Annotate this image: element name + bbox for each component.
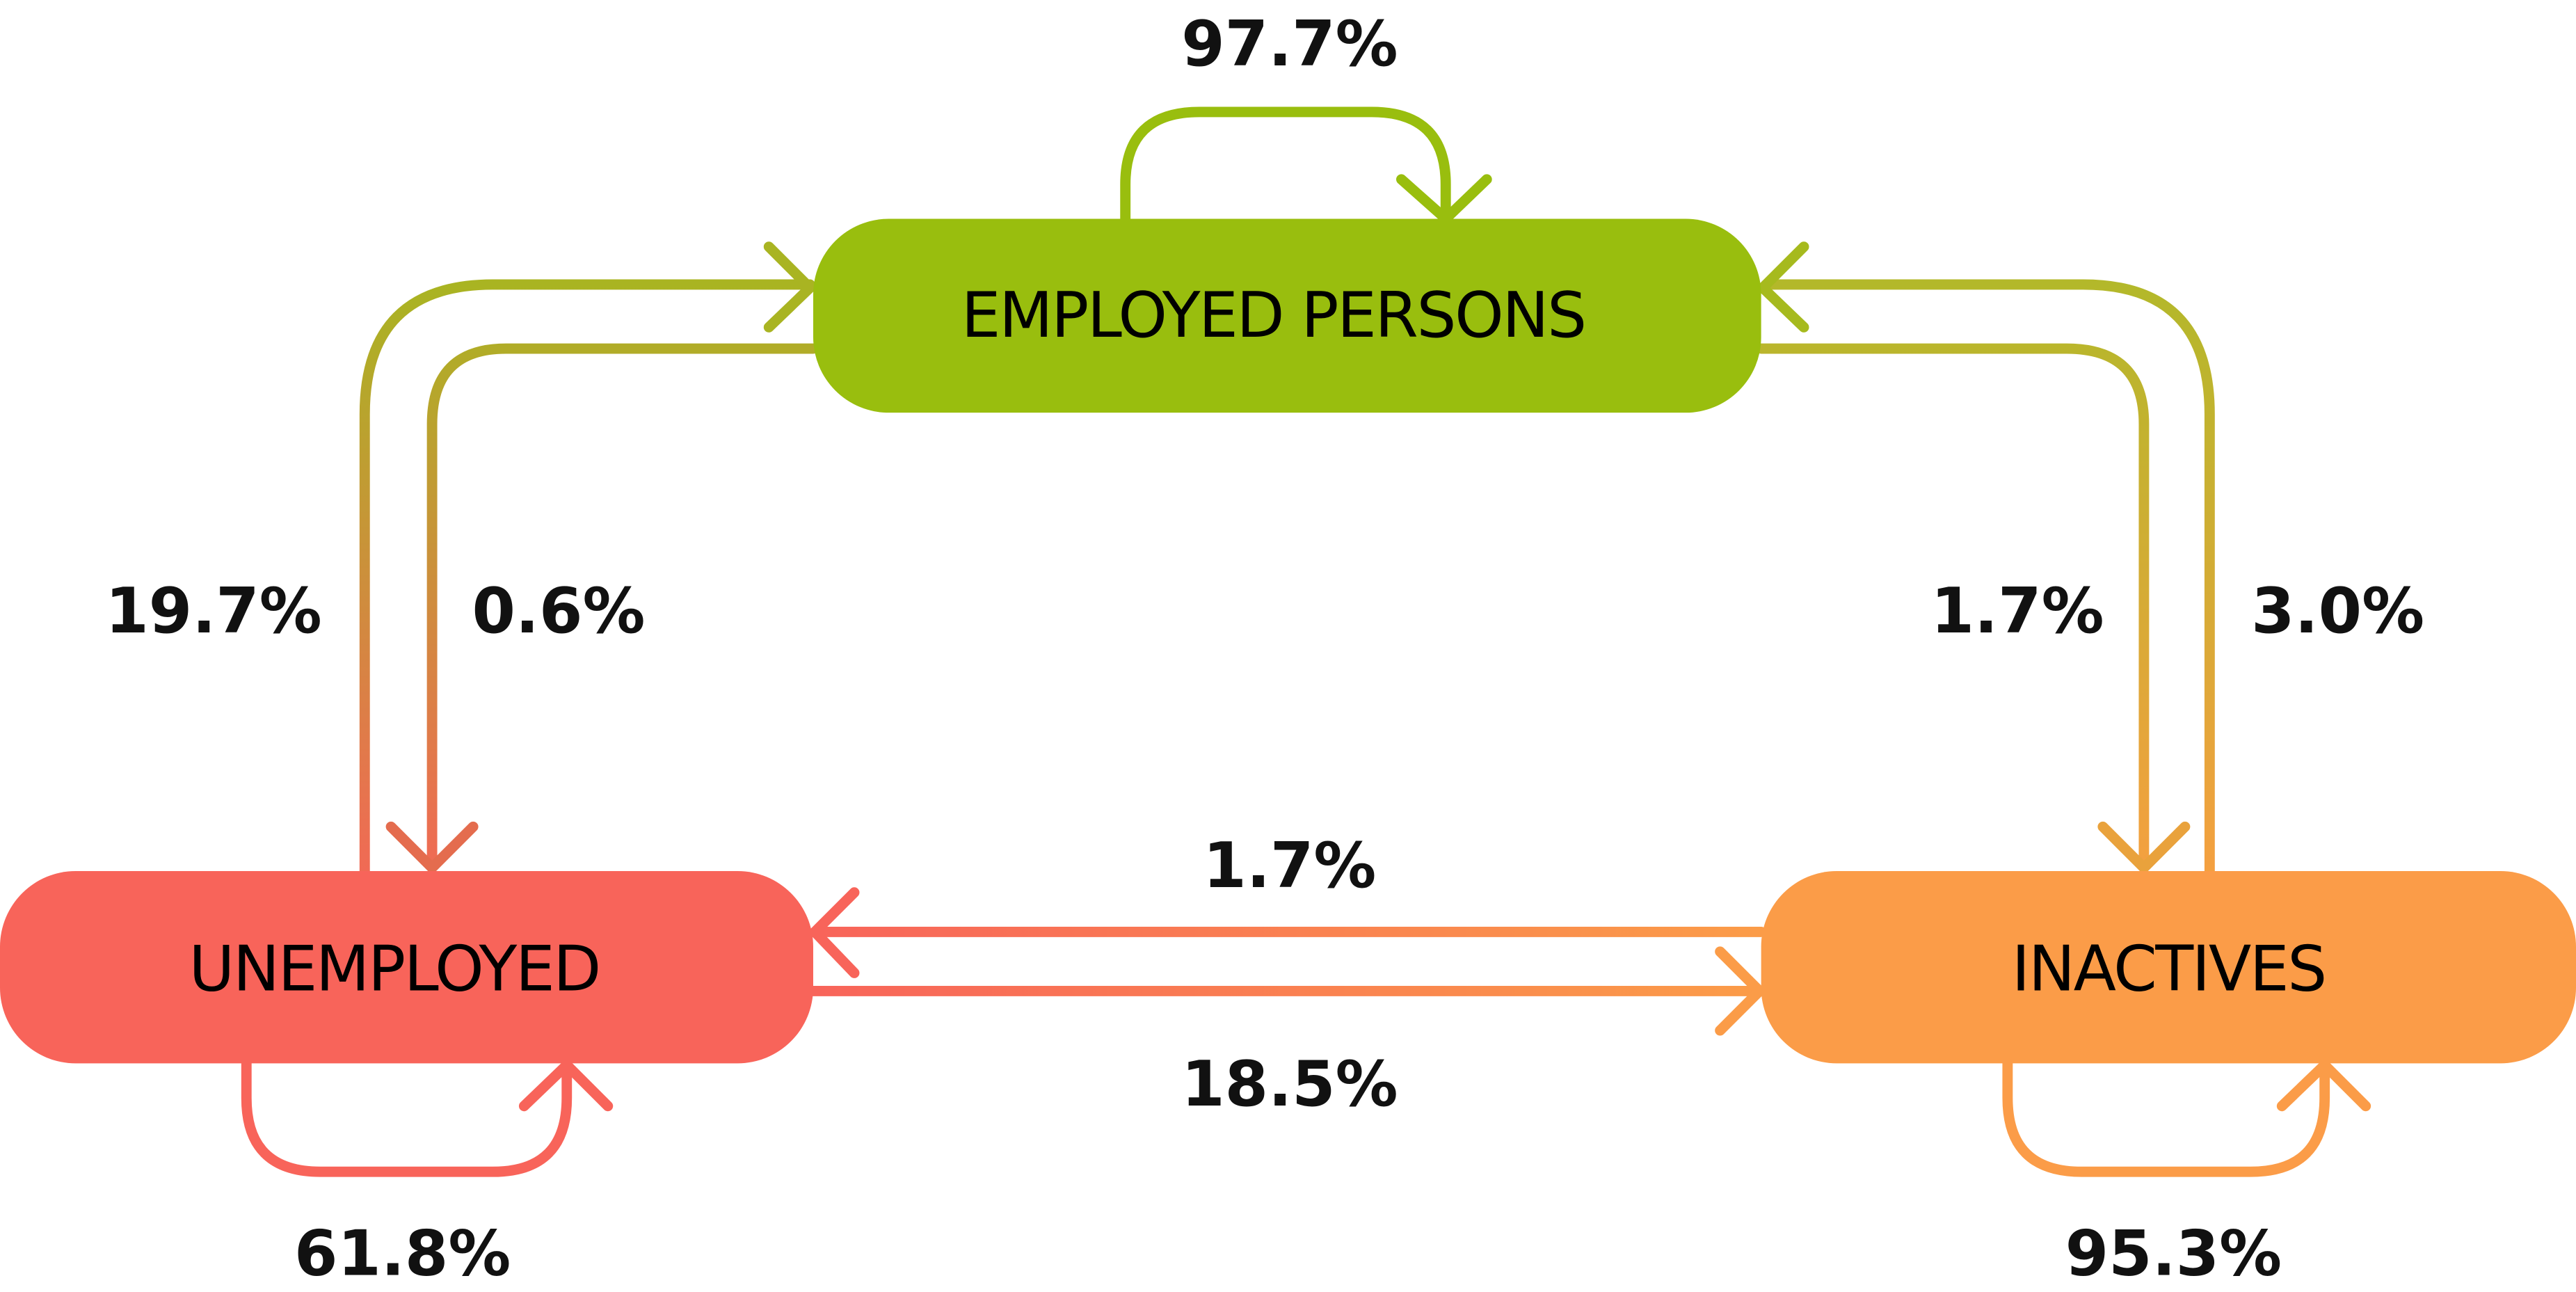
flow-unemployed-to-inactives	[808, 946, 1765, 1036]
arrowhead-icon	[2276, 1060, 2371, 1112]
flow-employed-to-unemployed	[385, 343, 819, 873]
arrowhead-icon	[518, 1060, 614, 1112]
label-employed-to-unemployed: 0.6%	[472, 575, 646, 648]
node-inactives: INACTIVES	[1761, 871, 2576, 1064]
node-label: UNEMPLOYED	[189, 934, 600, 1006]
label-unemployed-to-inactives: 18.5%	[1181, 1048, 1398, 1121]
flow-inactives-to-unemployed	[809, 887, 1767, 978]
flow-employed-to-inactives	[1756, 343, 2191, 873]
node-label: EMPLOYED PERSONS	[961, 280, 1585, 352]
node-unemployed: UNEMPLOYED	[0, 871, 813, 1064]
label-inactives-to-employed: 3.0%	[2251, 575, 2424, 648]
label-unemployed-to-employed: 19.7%	[105, 575, 321, 648]
flow-inactives-to-employed	[1757, 241, 2215, 877]
node-employed-persons: EMPLOYED PERSONS	[813, 218, 1761, 413]
arrowhead-icon	[385, 821, 479, 873]
label-inactives-to-unemployed: 1.7%	[1203, 830, 1376, 902]
label-employed-to-employed: 97.7%	[1181, 8, 1398, 81]
arrowhead-icon	[763, 241, 815, 333]
arrowhead-icon	[2097, 821, 2191, 873]
label-employed-to-inactives: 1.7%	[1931, 575, 2104, 648]
label-unemployed-to-unemployed: 61.8%	[294, 1218, 511, 1290]
arrowhead-icon	[1757, 241, 1809, 333]
label-inactives-to-inactives: 95.3%	[2065, 1218, 2282, 1290]
flow-unemployed-to-employed	[359, 241, 815, 877]
flow-inactives-to-inactives	[2002, 1058, 2371, 1177]
arrowhead-icon	[1715, 946, 1765, 1036]
arrowhead-icon	[809, 887, 860, 978]
flow-employed-to-employed	[1120, 106, 1492, 224]
node-label: INACTIVES	[2012, 934, 2326, 1006]
flow-unemployed-to-unemployed	[241, 1058, 614, 1177]
